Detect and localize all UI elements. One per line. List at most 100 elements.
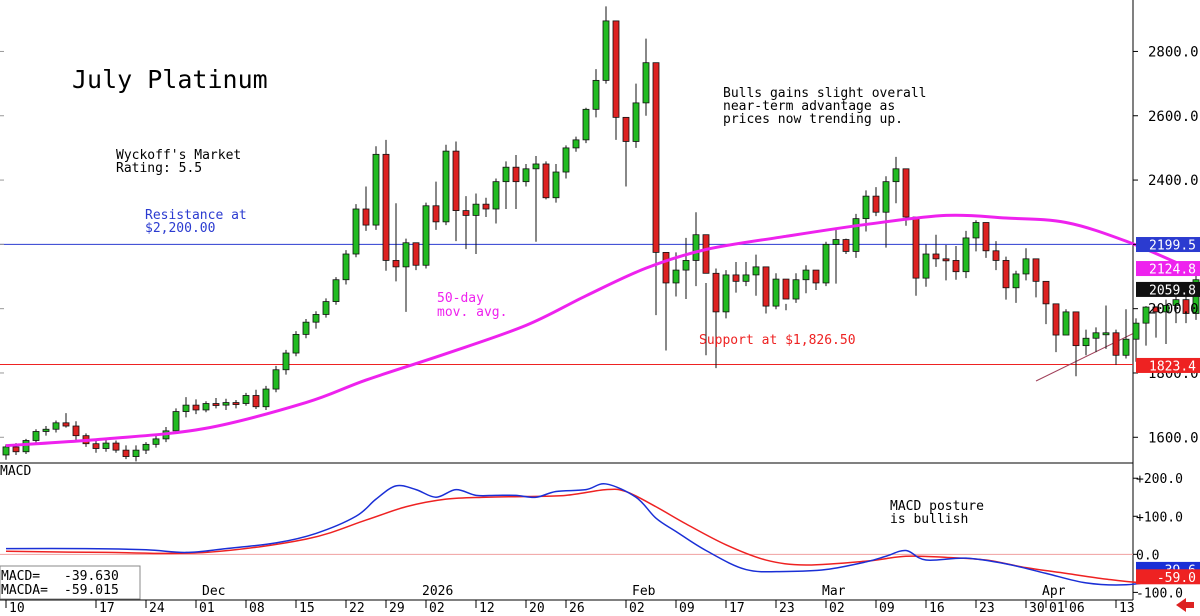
candle-body [622, 116, 630, 142]
candle-body [562, 147, 570, 173]
candle [412, 242, 420, 271]
scroll-left-arrow-icon[interactable] [1176, 598, 1194, 612]
candle-body [252, 395, 260, 408]
candle-body [502, 166, 510, 183]
candle-body [882, 181, 890, 213]
price-tick-label: 1600.0 [1148, 430, 1199, 446]
candle [182, 397, 190, 418]
candle [772, 273, 780, 310]
candle [952, 245, 960, 280]
candle-body [862, 195, 870, 220]
candle [732, 262, 740, 293]
candle-body [182, 404, 190, 412]
candle [312, 311, 320, 329]
candle [402, 238, 410, 312]
macd-readout-name: MACD= [1, 569, 40, 584]
candle-body [532, 163, 540, 170]
candle [712, 268, 720, 369]
candle-body [222, 402, 230, 406]
candle-body [892, 168, 900, 183]
day-tick-label: 22 [349, 601, 365, 616]
price-value-tag-bg [1136, 237, 1200, 253]
candle [922, 244, 930, 287]
day-tick-label: 23 [779, 601, 795, 616]
month-label: Mar [822, 584, 846, 599]
day-tick-label: 23 [979, 601, 995, 616]
macd-tick-label: +200.0 [1136, 472, 1183, 487]
candle-body [1122, 338, 1130, 356]
price-tick-label: 2000.0 [1148, 302, 1199, 318]
candle-body [812, 269, 820, 284]
candle-body [1142, 306, 1150, 324]
candle [832, 229, 840, 284]
candle [332, 277, 340, 305]
candle-body [72, 425, 80, 437]
candle-body [572, 139, 580, 149]
candle [152, 435, 160, 448]
candle [112, 440, 120, 453]
candle-body [1152, 306, 1160, 313]
candle [882, 176, 890, 248]
candle-body [422, 205, 430, 266]
candle [1162, 299, 1170, 345]
macd-signal-line [5, 488, 1200, 584]
candle [982, 222, 990, 258]
candle-body [702, 234, 710, 274]
chart-title: July Platinum [72, 65, 268, 94]
candle-body [1102, 332, 1110, 336]
candle [292, 331, 300, 357]
candle-body [112, 442, 120, 451]
candle [612, 20, 620, 140]
day-tick-label: 16 [929, 601, 945, 616]
candle [692, 212, 700, 287]
candle [752, 254, 760, 296]
macda-readout-value: -59.015 [64, 583, 119, 598]
macd-series [5, 483, 1200, 586]
price-value-tag-text: 2059.8 [1149, 283, 1196, 298]
y-axis-ticks: 1600.01800.02000.02200.02400.02600.02800… [0, 44, 1199, 601]
candle-body [1162, 305, 1170, 313]
day-tick-label: 06 [1069, 601, 1085, 616]
candle [442, 144, 450, 226]
candle [482, 197, 490, 218]
candle [902, 168, 910, 226]
candle [782, 278, 790, 311]
candle-body [332, 279, 340, 302]
candle-body [242, 395, 250, 404]
candle [582, 107, 590, 144]
price-value-tag-text: 2199.5 [1149, 239, 1196, 254]
candle [1072, 311, 1080, 377]
macd-panel-label: MACD [0, 464, 31, 479]
candle-body [602, 20, 610, 81]
candle [1102, 305, 1110, 349]
candle-body [902, 168, 910, 218]
candle [602, 6, 610, 84]
candle-body [92, 443, 100, 449]
macd-value-tag-text: -59.0 [1157, 571, 1196, 586]
candle-body [192, 404, 200, 411]
ma-label-2: mov. avg. [437, 305, 507, 320]
price-tick-label: 2600.0 [1148, 109, 1199, 125]
candle [632, 83, 640, 148]
price-value-tag: 2124.8 [1136, 261, 1200, 278]
candle [232, 399, 240, 409]
candle [492, 178, 500, 224]
candle [592, 69, 600, 118]
candle-body [952, 260, 960, 273]
candle-body [292, 333, 300, 354]
macda-readout-name: MACDA= [1, 583, 48, 598]
candle [522, 163, 530, 187]
candle-body [12, 446, 20, 453]
candle-body [632, 102, 640, 142]
day-tick-label: 15 [299, 601, 315, 616]
candle-body [462, 210, 470, 216]
candle-body [682, 260, 690, 271]
month-label: Apr [1042, 584, 1066, 599]
candle [502, 161, 510, 209]
support-label: Support at $1,826.50 [699, 333, 856, 348]
candle [562, 145, 570, 179]
candle-body [592, 79, 600, 110]
macd-tick-label: +100.0 [1136, 510, 1183, 525]
candle [302, 318, 310, 339]
